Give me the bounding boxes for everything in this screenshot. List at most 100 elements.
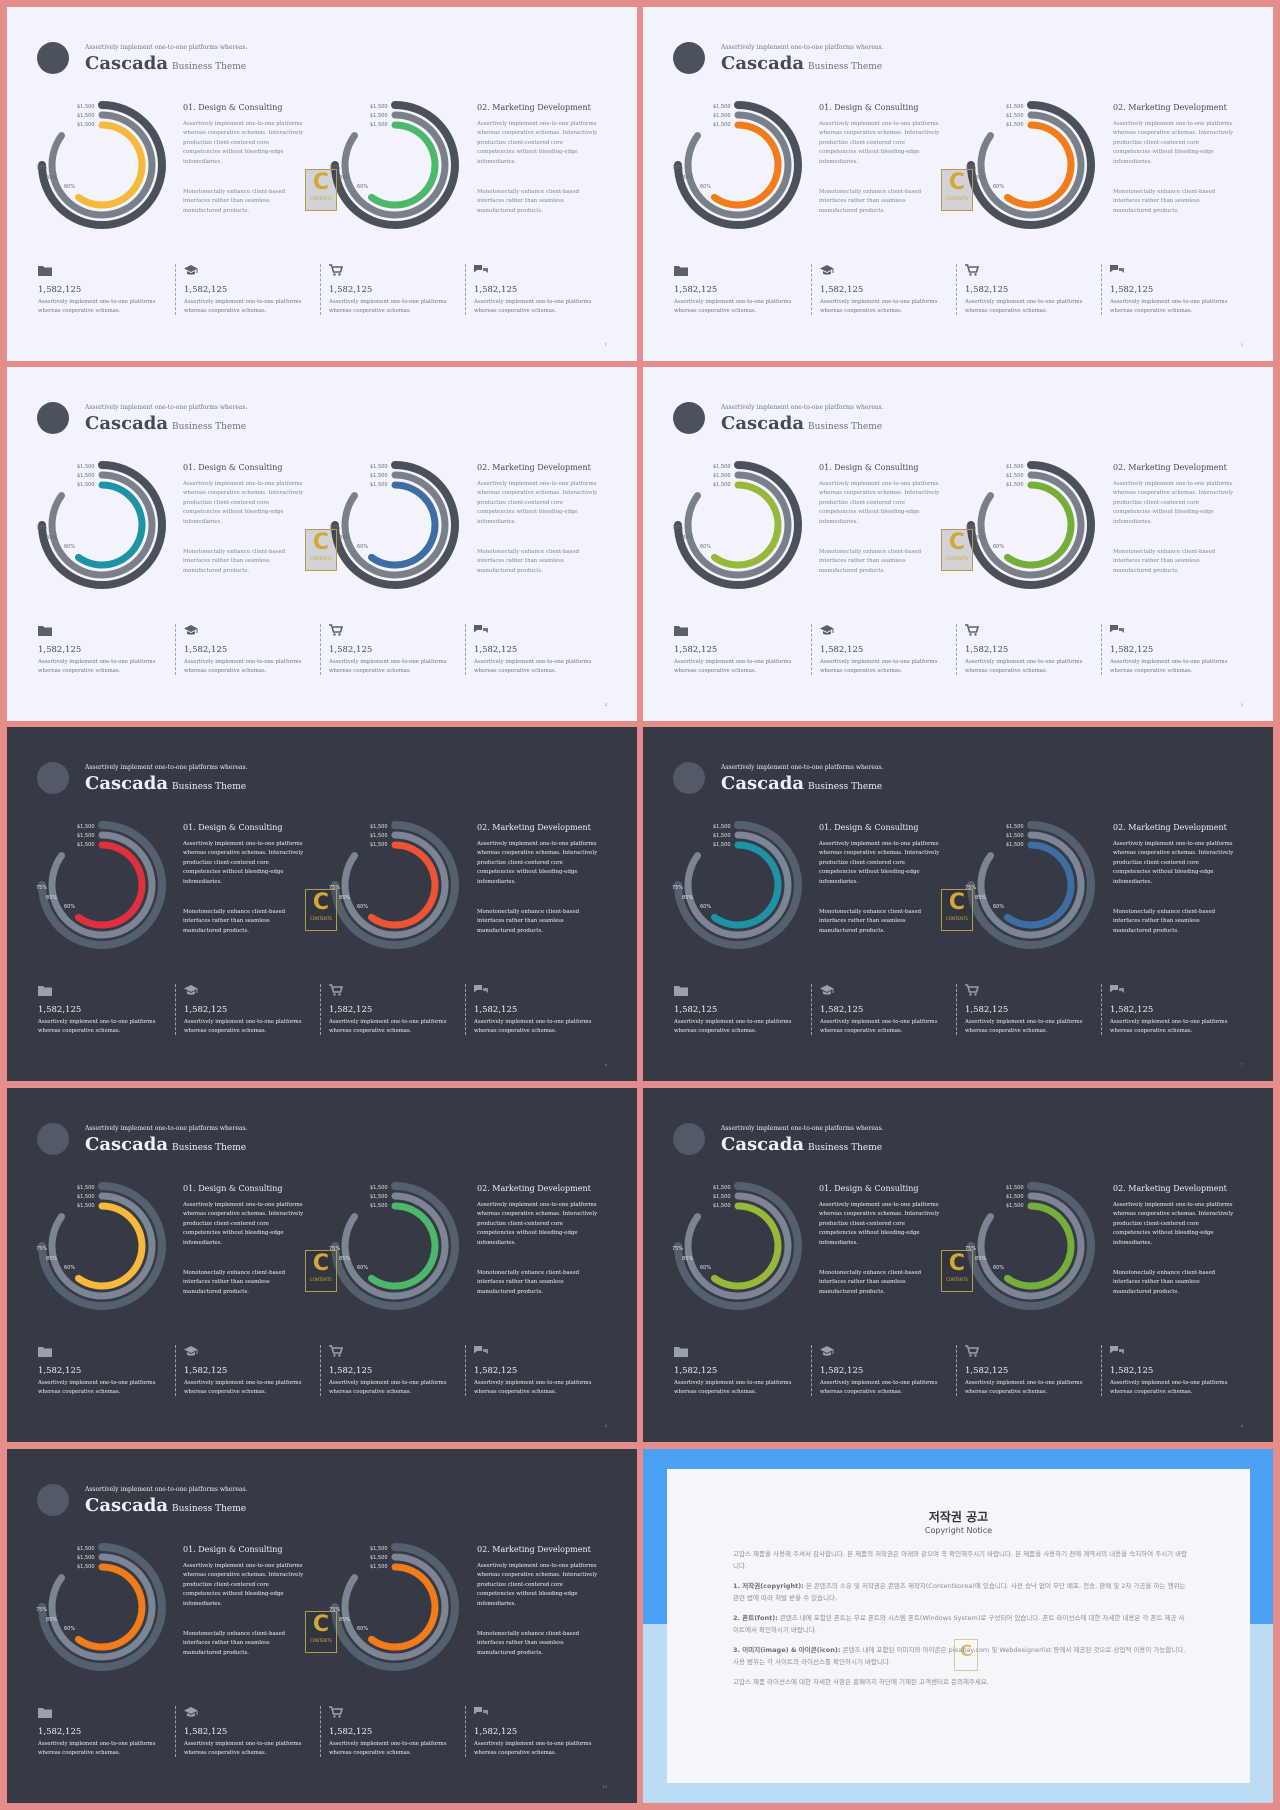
donut-pct-inner: 60% [64, 1265, 75, 1271]
slide-title: Cascada [721, 773, 804, 794]
donut-pct-inner: 60% [700, 1265, 711, 1271]
chat-icon [474, 265, 488, 273]
donut-pct-inner: 60% [993, 184, 1004, 190]
section-2: 02. Marketing Development Assertively imp… [1113, 463, 1238, 597]
notice-outro: 고맙스 제품 라이선스에 대한 자세한 사항은 홈페이지 하단에 기재된 고객센… [733, 1678, 989, 1686]
donut-ring-outer [967, 1182, 1095, 1310]
donut-pct-middle: 85% [682, 1256, 693, 1262]
stat-value: 1,582,125 [329, 1727, 373, 1737]
stat-item: 1,582,125 Assertively implement one-to-on… [674, 624, 800, 675]
donut-ring-inner [710, 121, 782, 209]
donut-pct-outer: 75% [36, 1246, 47, 1252]
contents-logo: C CONTENTS [941, 169, 973, 211]
page-number: 5 [604, 1423, 607, 1428]
stat-description: Assertively implement one-to-one platfor… [820, 659, 938, 674]
donut-pct-inner: 60% [357, 544, 368, 550]
stat-item: 1,582,125 Assertively implement one-to-on… [465, 624, 600, 675]
donut-ring-inner [710, 481, 782, 569]
donut-pct-inner: 60% [700, 184, 711, 190]
graduation-cap-icon [184, 1346, 198, 1356]
stat-item: 1,582,125 Assertively implement one-to-on… [811, 264, 946, 315]
donut-label-middle: $1,500 [77, 833, 95, 839]
section-paragraph: Monotonectally enhance client-based inte… [819, 1270, 922, 1295]
tagline: Assertively implement one-to-one platfor… [721, 44, 884, 51]
donut-chart: $1,500 $1,500 $1,500 75% 85% 60% [329, 101, 459, 229]
donut-pct-outer: 75% [329, 885, 340, 891]
section-paragraph: Monotonectally enhance client-based inte… [1113, 909, 1216, 934]
notice-paragraph-font: 2. 폰트(font): 콘텐츠 내에 포함된 폰트는 무료 폰트와 시스템 폰… [733, 1613, 1188, 1636]
section-heading: 01. Design & Consulting [183, 1184, 283, 1193]
stat-item: 1,582,125 Assertively implement one-to-on… [320, 624, 455, 675]
section-heading: 02. Marketing Development [477, 1184, 591, 1193]
stat-item: 1,582,125 Assertively implement one-to-on… [465, 264, 600, 315]
donut-label-inner: $1,500 [1006, 842, 1024, 848]
donut-ring-inner [710, 841, 782, 929]
donut-pct-outer: 75% [672, 885, 683, 891]
donut-ring-inner [1003, 481, 1075, 569]
logo-text: CONTENTS [310, 556, 332, 561]
donut-chart-2: $1,500 $1,500 $1,500 75% 85% 60% [325, 95, 465, 235]
donut-ring-inner [367, 1563, 439, 1651]
cart-icon [329, 624, 343, 636]
donut-ring-middle [977, 471, 1085, 579]
donut-ring-inner [367, 841, 439, 929]
stat-item: 1,582,125 Assertively implement one-to-on… [320, 264, 455, 315]
stat-value: 1,582,125 [474, 1727, 518, 1737]
title-row: Cascada Business Theme [85, 1495, 246, 1516]
contents-logo: C CONTENTS [941, 529, 973, 571]
donut-ring-inner [74, 121, 146, 209]
donut-pct-inner: 60% [64, 904, 75, 910]
donut-label-middle: $1,500 [1006, 833, 1024, 839]
header-circle [37, 1123, 69, 1155]
donut-pct-inner: 60% [64, 544, 75, 550]
notice-paragraph-image: 3. 이미지(image) & 아이콘(icon): 콘텐츠 내에 포함된 이미… [733, 1645, 1188, 1668]
section-heading: 02. Marketing Development [1113, 463, 1227, 472]
section-heading: 01. Design & Consulting [819, 1184, 919, 1193]
stat-item: 1,582,125 Assertively implement one-to-on… [320, 984, 455, 1035]
folder-icon [674, 986, 688, 996]
section-1: 01. Design & Consulting Assertively imple… [183, 463, 308, 597]
section-paragraph: Assertively implement one-to-one platfor… [1113, 121, 1234, 165]
cart-icon [329, 1345, 343, 1357]
stat-value: 1,582,125 [820, 645, 864, 655]
section-2: 02. Marketing Development Assertively imp… [477, 103, 602, 237]
donut-chart-2: $1,500 $1,500 $1,500 75% 85% 60% [325, 1537, 465, 1677]
header-circle [673, 1123, 705, 1155]
stat-item: 1,582,125 Assertively implement one-to-on… [1101, 984, 1236, 1035]
donut-pct-inner: 60% [64, 184, 75, 190]
copyright-notice: 저작권 공고 Copyright Notice C 고맙스 제품을 사용해 주셔… [643, 1449, 1273, 1803]
section-heading: 01. Design & Consulting [183, 103, 283, 112]
page-number: 8 [1240, 1423, 1243, 1428]
page-number: 6 [604, 1062, 607, 1067]
donut-ring-inner [710, 1202, 782, 1290]
slide-subtitle: Business Theme [808, 422, 883, 432]
donut-ring-outer [967, 101, 1095, 229]
donut-label-middle: $1,500 [370, 1555, 388, 1561]
donut-pct-outer: 75% [965, 885, 976, 891]
contents-logo: C CONTENTS [941, 1250, 973, 1292]
donut-pct-middle: 85% [339, 1617, 350, 1623]
slide-title: Cascada [85, 1495, 168, 1516]
donut-label-outer: $1,500 [77, 104, 95, 110]
section-heading: 02. Marketing Development [477, 103, 591, 112]
stat-description: Assertively implement one-to-one platfor… [329, 299, 447, 314]
chat-icon [474, 625, 488, 633]
donut-pct-outer: 75% [329, 1607, 340, 1613]
stat-item: 1,582,125 Assertively implement one-to-on… [465, 984, 600, 1035]
chat-icon [474, 1346, 488, 1354]
donut-label-inner: $1,500 [370, 842, 388, 848]
stat-value: 1,582,125 [820, 1366, 864, 1376]
donut-ring-middle [48, 1192, 156, 1300]
donut-chart-2: $1,500 $1,500 $1,500 75% 85% 60% [325, 455, 465, 595]
stat-item: 1,582,125 Assertively implement one-to-on… [38, 1706, 164, 1757]
donut-label-inner: $1,500 [370, 1203, 388, 1209]
section-2: 02. Marketing Development Assertively imp… [477, 823, 602, 957]
donut-ring-outer [674, 461, 802, 589]
graduation-cap-icon [820, 625, 834, 635]
donut-chart: $1,500 $1,500 $1,500 75% 85% 60% [672, 101, 802, 229]
notice-paragraph-head: 3. 이미지(image) & 아이콘(icon): [733, 1646, 841, 1654]
cart-icon [329, 264, 343, 276]
section-paragraph: Assertively implement one-to-one platfor… [1113, 841, 1234, 885]
donut-chart: $1,500 $1,500 $1,500 75% 85% 60% [965, 821, 1095, 949]
